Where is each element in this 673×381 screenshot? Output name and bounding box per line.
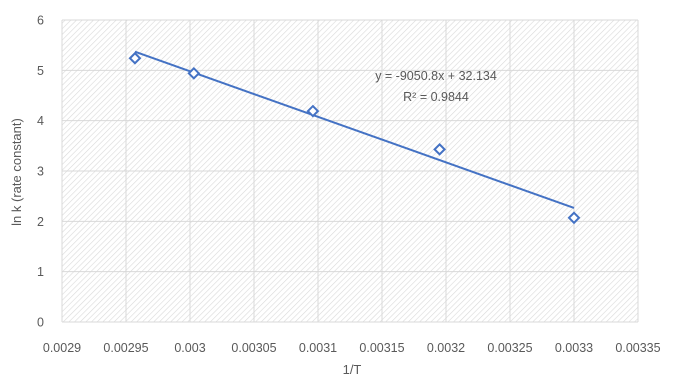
trendline-r-squared: R² = 0.9844 [403,90,469,104]
x-tick-label: 0.0032 [427,341,465,355]
y-axis-tick-labels: 0 1 2 3 4 5 6 [37,14,44,330]
x-tick-label: 0.0031 [299,341,337,355]
y-tick-label: 3 [37,165,44,179]
x-axis-tick-labels: 0.0029 0.00295 0.003 0.00305 0.0031 0.00315 0.… [43,341,661,355]
trendline-equation: y = -9050.8x + 32.134 [375,69,497,83]
y-tick-label: 5 [37,64,44,78]
data-point-diamond [128,51,142,65]
x-tick-label: 0.00295 [103,341,148,355]
data-point-diamond [306,104,320,118]
y-tick-label: 4 [37,114,44,128]
x-tick-label: 0.0033 [555,341,593,355]
x-tick-label: 0.00325 [487,341,532,355]
horizontal-gridlines [62,19,638,323]
data-point-diamond [567,211,581,225]
x-tick-label: 0.00315 [359,341,404,355]
y-tick-label: 0 [37,316,44,330]
trendline [134,50,575,209]
x-tick-label: 0.0029 [43,341,81,355]
x-axis-title: 1/T [343,362,362,376]
x-tick-label: 0.003 [174,341,205,355]
x-tick-label: 0.00305 [231,341,276,355]
data-points [128,51,581,225]
x-tick-label: 0.00335 [615,341,660,355]
y-tick-label: 6 [37,14,44,28]
y-tick-label: 2 [37,215,44,229]
y-tick-label: 1 [37,265,44,279]
data-point-diamond [433,142,447,156]
y-axis-title: ln k (rate constant) [9,118,24,226]
data-point-diamond [187,66,201,80]
